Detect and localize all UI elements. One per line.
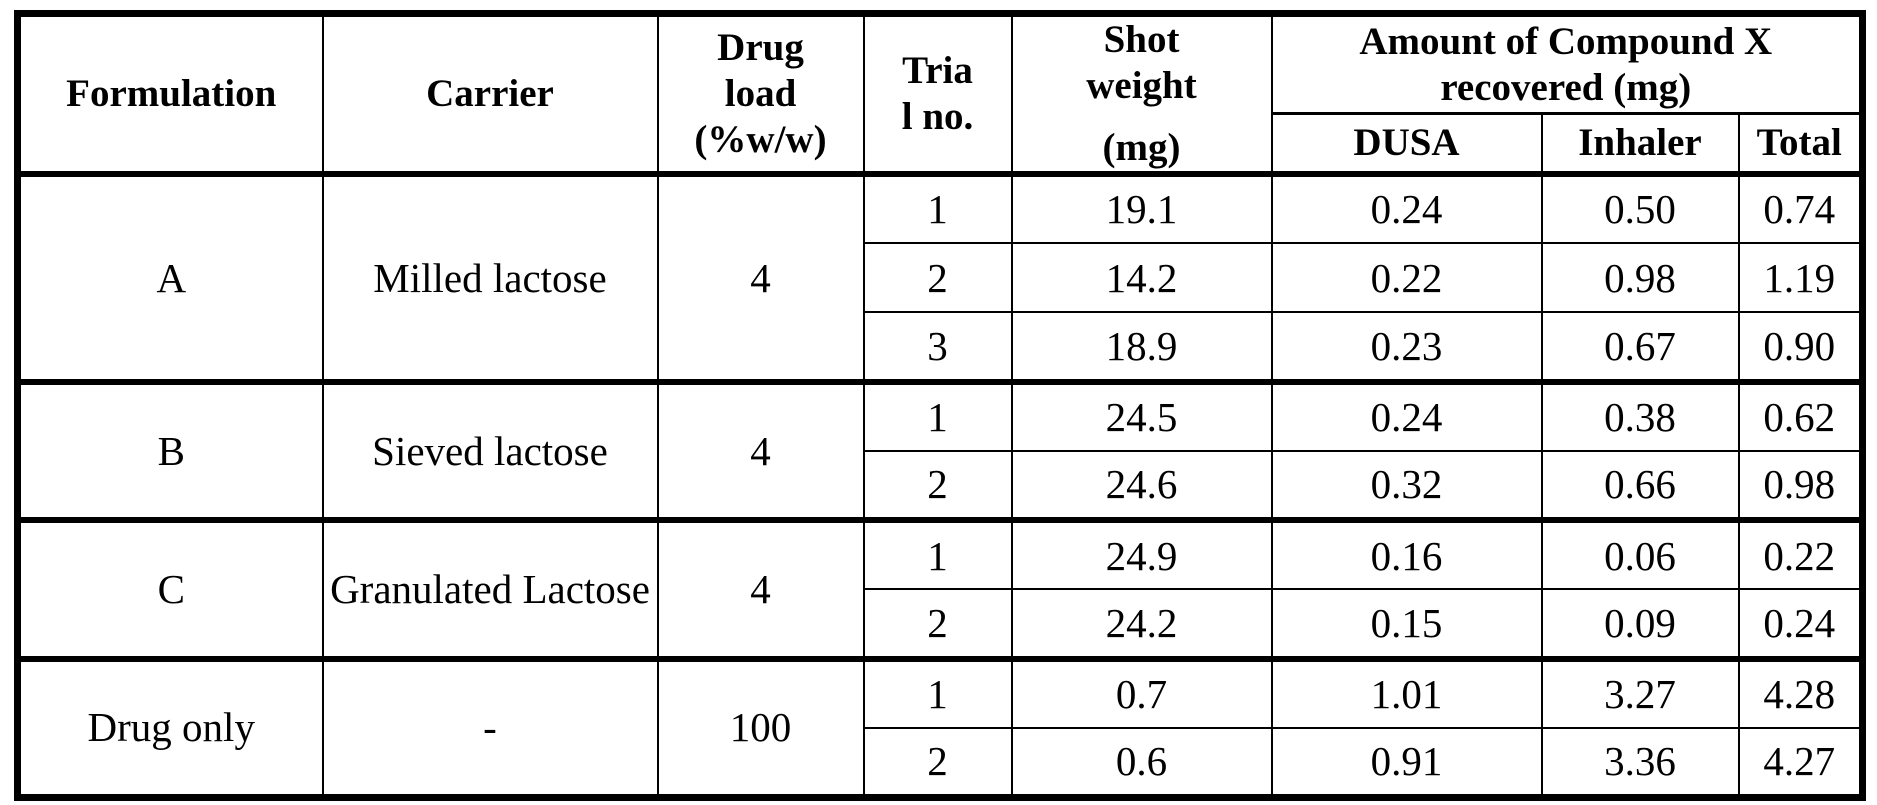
trial-no-cell: 1 [862, 171, 1013, 245]
total-cell: 0.98 [1737, 449, 1864, 522]
formulation-cell: C [16, 517, 324, 660]
trial-no-cell: 1 [862, 378, 1013, 452]
trial-no-cell: 1 [862, 655, 1013, 729]
table-row: 3 18.9 0.23 0.67 0.90 [18, 311, 1864, 383]
trial-no-cell: 2 [862, 726, 1013, 799]
total-cell: 4.27 [1737, 726, 1864, 799]
inhaler-cell: 0.09 [1540, 588, 1740, 660]
table-row: B Sieved lactose 4 1 24.5 0.24 0.38 0.62 [16, 378, 1864, 522]
inhaler-cell: 0.06 [1540, 517, 1740, 591]
dusa-cell: 0.22 [1270, 242, 1543, 314]
header-line: Drug [717, 26, 804, 69]
inhaler-cell: 0.38 [1540, 378, 1740, 452]
shot-weight-cell: 14.2 [1010, 242, 1273, 314]
col-header-total: Total [1737, 112, 1864, 178]
col-header-formulation: Formulation [16, 12, 324, 178]
formulation-cell: Drug only [16, 655, 324, 799]
col-header-dusa: DUSA [1270, 112, 1543, 178]
total-cell: 0.74 [1737, 171, 1864, 245]
inhaler-cell: 0.98 [1540, 242, 1740, 314]
drug-load-cell: 4 [656, 171, 865, 383]
drug-load-cell: 100 [656, 655, 865, 799]
carrier-cell: Milled lactose [321, 171, 659, 383]
col-header-compound-recovered: Amount of Compound X recovered (mg) [1270, 12, 1864, 116]
trial-no-cell: 1 [862, 517, 1013, 591]
shot-weight-cell: 24.2 [1010, 588, 1273, 660]
trial-no-cell: 2 [862, 449, 1013, 522]
table-row: Drug only - 100 1 0.7 1.01 3.27 4.28 [16, 655, 1864, 799]
table-row: 2 24.6 0.32 0.66 0.98 [18, 449, 1864, 522]
drug-load-cell: 4 [656, 378, 865, 522]
inhaler-cell: 0.50 [1540, 171, 1740, 245]
total-cell: 0.24 [1737, 588, 1864, 660]
shot-weight-cell: 19.1 [1010, 171, 1273, 245]
col-header-inhaler: Inhaler [1540, 112, 1740, 178]
header-line: Amount of Compound X [1359, 19, 1773, 63]
header-line: l no. [901, 95, 974, 139]
total-cell: 0.62 [1737, 378, 1864, 452]
dusa-cell: 0.24 [1270, 378, 1543, 452]
table-row: 2 24.2 0.15 0.09 0.24 [18, 588, 1864, 660]
trial-no-cell: 2 [862, 588, 1013, 660]
inhaler-cell: 0.67 [1540, 311, 1740, 383]
header-line: load [724, 72, 797, 116]
header-line: Shot [1103, 18, 1180, 61]
dusa-cell: 0.24 [1270, 171, 1543, 245]
total-cell: 1.19 [1737, 242, 1864, 314]
formulation-cell: A [16, 171, 324, 383]
col-header-trial-no: Tria l no. [862, 12, 1013, 178]
header-line: recovered (mg) [1440, 65, 1692, 109]
header-line: (mg) [1102, 126, 1181, 170]
table-row: C Granulated Lactose 4 1 24.9 0.16 0.06 … [16, 517, 1864, 660]
header-line: weight [1086, 64, 1197, 108]
table-row: 2 0.6 0.91 3.36 4.27 [18, 726, 1864, 799]
table-row: A Milled lactose 4 1 19.1 0.24 0.50 0.74 [16, 171, 1864, 383]
dusa-cell: 1.01 [1270, 655, 1543, 729]
trial-no-cell: 2 [862, 242, 1013, 314]
header-line: (%w/w) [694, 118, 827, 162]
inhaler-cell: 3.27 [1540, 655, 1740, 729]
total-cell: 0.90 [1737, 311, 1864, 383]
dusa-cell: 0.23 [1270, 311, 1543, 383]
shot-weight-cell: 0.7 [1010, 655, 1273, 729]
total-cell: 0.22 [1737, 517, 1864, 591]
carrier-cell: Granulated Lactose [321, 517, 659, 660]
dusa-cell: 0.32 [1270, 449, 1543, 522]
carrier-cell: - [321, 655, 659, 799]
col-header-carrier: Carrier [321, 12, 659, 178]
col-header-drug-load: Drug load (%w/w) [656, 12, 865, 178]
dusa-cell: 0.91 [1270, 726, 1543, 799]
dusa-cell: 0.15 [1270, 588, 1543, 660]
inhaler-cell: 0.66 [1540, 449, 1740, 522]
drug-load-cell: 4 [656, 517, 865, 660]
shot-weight-cell: 24.5 [1010, 378, 1273, 452]
header-line: Tria [902, 49, 973, 92]
shot-weight-cell: 18.9 [1010, 311, 1273, 383]
trial-no-cell: 3 [862, 311, 1013, 383]
formulation-recovery-table: Formulation Carrier Drug load (%w/w) Tri… [14, 10, 1867, 801]
table-row: 2 14.2 0.22 0.98 1.19 [18, 242, 1864, 314]
shot-weight-cell: 24.6 [1010, 449, 1273, 522]
carrier-cell: Sieved lactose [321, 378, 659, 522]
total-cell: 4.28 [1737, 655, 1864, 729]
formulation-cell: B [16, 378, 324, 522]
shot-weight-cell: 24.9 [1010, 517, 1273, 591]
shot-weight-cell: 0.6 [1010, 726, 1273, 799]
inhaler-cell: 3.36 [1540, 726, 1740, 799]
dusa-cell: 0.16 [1270, 517, 1543, 591]
col-header-shot-weight: Shot weight (mg) [1010, 12, 1273, 178]
